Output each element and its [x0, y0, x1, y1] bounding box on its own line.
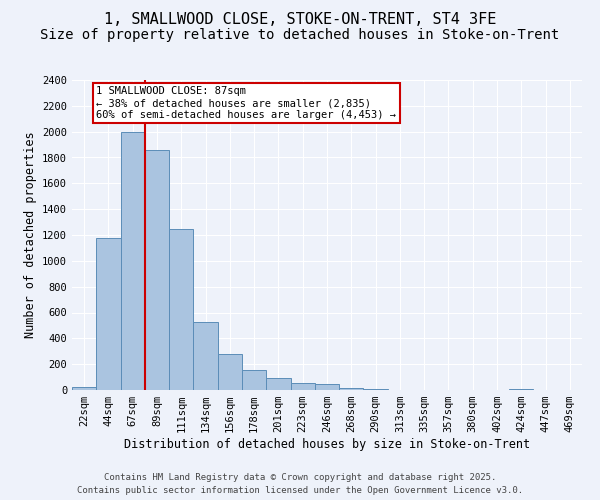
Text: 1, SMALLWOOD CLOSE, STOKE-ON-TRENT, ST4 3FE: 1, SMALLWOOD CLOSE, STOKE-ON-TRENT, ST4 … — [104, 12, 496, 28]
Bar — [242, 370, 266, 390]
Bar — [290, 383, 315, 390]
Bar — [145, 150, 169, 390]
Bar — [509, 388, 533, 390]
Bar — [169, 229, 193, 390]
Text: Contains HM Land Registry data © Crown copyright and database right 2025.
Contai: Contains HM Land Registry data © Crown c… — [77, 474, 523, 495]
Bar — [96, 238, 121, 390]
Bar — [315, 384, 339, 390]
Bar — [72, 387, 96, 390]
Bar — [193, 322, 218, 390]
Text: Size of property relative to detached houses in Stoke-on-Trent: Size of property relative to detached ho… — [40, 28, 560, 42]
X-axis label: Distribution of detached houses by size in Stoke-on-Trent: Distribution of detached houses by size … — [124, 438, 530, 451]
Y-axis label: Number of detached properties: Number of detached properties — [23, 132, 37, 338]
Bar — [266, 378, 290, 390]
Bar — [121, 132, 145, 390]
Bar — [218, 354, 242, 390]
Bar — [339, 388, 364, 390]
Text: 1 SMALLWOOD CLOSE: 87sqm
← 38% of detached houses are smaller (2,835)
60% of sem: 1 SMALLWOOD CLOSE: 87sqm ← 38% of detach… — [96, 86, 396, 120]
